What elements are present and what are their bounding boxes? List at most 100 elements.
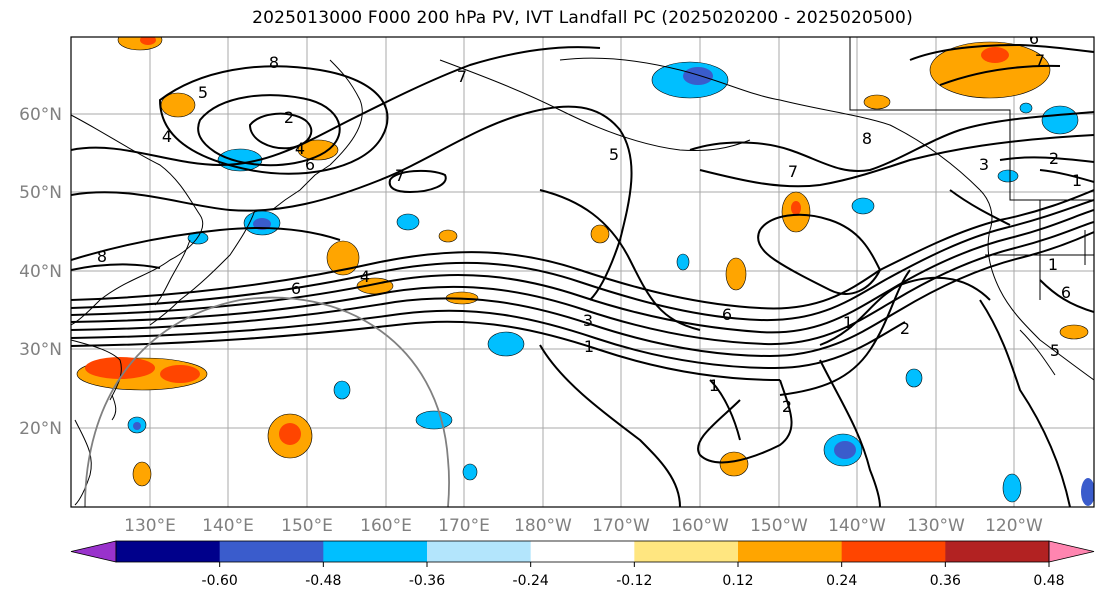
contour-line — [689, 111, 1094, 172]
contour-line — [939, 64, 1061, 86]
lat-tick-label: 50°N — [19, 183, 62, 203]
positive-anomaly-blob — [326, 240, 360, 276]
lon-tick-label: 120°W — [985, 516, 1043, 536]
contour-label: 5 — [198, 83, 208, 102]
contour-label: 6 — [1061, 283, 1071, 302]
positive-anomaly-blob — [297, 139, 339, 161]
contour-label: 1 — [1048, 255, 1058, 274]
contour-label: 3 — [979, 155, 989, 174]
contour-line — [699, 134, 1094, 188]
contour-line — [71, 263, 161, 271]
negative-anomaly-blob — [1041, 105, 1079, 135]
contour-label: 5 — [609, 145, 619, 164]
contour-line — [757, 213, 882, 295]
contour-label: 7 — [788, 162, 798, 181]
contour-line — [949, 189, 1011, 226]
contour-label: 8 — [269, 53, 279, 72]
contour-line — [71, 46, 601, 167]
contour-label: 7 — [395, 166, 405, 185]
contour-line — [709, 379, 741, 441]
philippines-coastline — [74, 419, 92, 506]
colorbar-segment — [738, 541, 843, 562]
negative-anomaly-blob — [333, 380, 351, 400]
colorbar-tick-label: 0.36 — [930, 573, 961, 589]
negative-anomaly-blob — [834, 441, 856, 459]
colorbar-tick-label: 0.24 — [826, 573, 857, 589]
positive-anomaly-blob — [140, 37, 156, 45]
contour-line — [979, 299, 1071, 507]
positive-anomaly-blob — [85, 357, 155, 379]
contour-label: 1 — [843, 313, 853, 332]
aleutian-islands — [439, 59, 751, 151]
positive-anomaly-blob — [279, 423, 301, 445]
contour-line — [819, 359, 881, 507]
negative-anomaly-blob — [396, 213, 420, 231]
colorbar-tick-label: -0.24 — [513, 573, 549, 589]
contour-label: 4 — [360, 267, 370, 286]
contour-line — [1039, 169, 1094, 183]
taiwan-coastline — [111, 394, 117, 421]
contour-line — [999, 156, 1094, 163]
contour-line — [1039, 279, 1094, 313]
contour-line — [388, 169, 447, 194]
contour-line — [909, 43, 1094, 61]
colorbar-tick-label: -0.60 — [202, 573, 238, 589]
colorbar-tick-label: 0.48 — [1033, 573, 1064, 589]
contour-label: 2 — [284, 108, 294, 127]
lon-tick-label: 150°W — [750, 516, 808, 536]
kamchatka-coastline — [329, 59, 363, 166]
positive-anomaly-blob — [438, 229, 458, 243]
pv-contours — [71, 43, 1094, 507]
contour-line — [71, 320, 781, 381]
contour-label: 6 — [305, 155, 315, 174]
positive-anomaly-blob — [132, 461, 152, 487]
contour-line — [779, 269, 911, 396]
negative-anomaly-blob — [1019, 102, 1033, 114]
alaska-coastline — [559, 57, 981, 191]
colorbar-segment — [945, 541, 1050, 562]
contour-line — [248, 112, 313, 150]
contour-label: 6 — [291, 279, 301, 298]
negative-anomaly-blob — [997, 169, 1019, 183]
contour-label: 6 — [1029, 29, 1039, 48]
colorbar-tick-label: -0.36 — [409, 573, 445, 589]
lat-tick-label: 30°N — [19, 340, 62, 360]
positive-anomaly-blob — [863, 94, 891, 110]
contour-line — [71, 227, 341, 261]
lon-tick-label: 140°E — [202, 516, 254, 536]
contour-label: 7 — [1035, 51, 1045, 70]
longitude-labels: 130°E 140°E 150°E 160°E 170°E 180°W 170°W 160°W… — [124, 516, 1043, 536]
negative-anomaly-blob — [905, 368, 923, 388]
lon-tick-label: 180°W — [514, 516, 572, 536]
contour-label: 2 — [900, 319, 910, 338]
colorbar-segment — [634, 541, 739, 562]
contour-line — [71, 231, 1094, 358]
contour-label: 1 — [1072, 171, 1082, 190]
colorbar-tick-label: -0.12 — [616, 573, 652, 589]
colorbar-segment — [530, 541, 635, 562]
colorbar-segment — [219, 541, 324, 562]
contour-line — [819, 276, 991, 346]
korea-coastline — [154, 239, 191, 306]
contour-label: 3 — [583, 311, 593, 330]
contour-label: 4 — [162, 127, 172, 146]
colorbar-tick-label: -0.48 — [305, 573, 341, 589]
positive-anomaly-blob — [725, 257, 747, 291]
lon-tick-label: 130°W — [907, 516, 965, 536]
colorbar-segment — [323, 541, 428, 562]
contour-line — [539, 344, 681, 507]
canada-border — [849, 37, 1094, 201]
contour-label: 4 — [295, 139, 305, 158]
contour-label: 1 — [584, 337, 594, 356]
colorbar-extend-max — [1048, 540, 1095, 563]
colorbar-outline — [115, 540, 1050, 563]
lon-tick-label: 160°E — [360, 516, 412, 536]
lat-tick-label: 60°N — [19, 105, 62, 125]
contour-line — [71, 189, 1094, 310]
lon-tick-label: 130°E — [124, 516, 176, 536]
contour-line — [697, 379, 793, 464]
contour-line — [71, 199, 1094, 322]
lon-tick-label: 150°E — [281, 516, 333, 536]
